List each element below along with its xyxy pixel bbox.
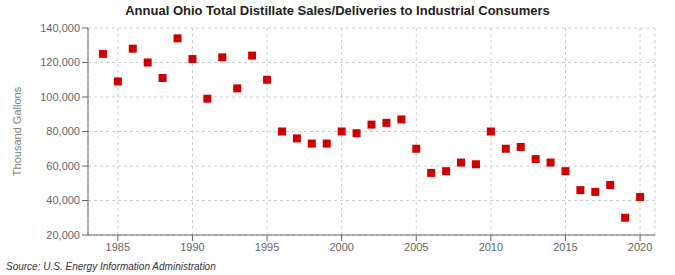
svg-text:80,000: 80,000: [46, 125, 80, 137]
svg-text:1985: 1985: [106, 241, 130, 253]
html-text:Annual Ohio Total Distillate S: Annual Ohio Total Distillate Sales/Deliv…: [125, 3, 550, 18]
svg-text:2005: 2005: [404, 241, 428, 253]
svg-text:100,000: 100,000: [40, 91, 80, 103]
svg-text:2015: 2015: [553, 241, 577, 253]
svg-text:20,000: 20,000: [46, 229, 80, 241]
svg-text:60,000: 60,000: [46, 160, 80, 172]
html-text:Source: U.S. Energy Informatio: Source: U.S. Energy Information Administ…: [6, 261, 216, 272]
svg-text:1990: 1990: [180, 241, 204, 253]
svg-text:40,000: 40,000: [46, 194, 80, 206]
svg-text:1995: 1995: [255, 241, 279, 253]
svg-text:2020: 2020: [628, 241, 652, 253]
svg-text:2010: 2010: [479, 241, 503, 253]
svg-text:2000: 2000: [329, 241, 353, 253]
svg-text:140,000: 140,000: [40, 22, 80, 34]
svg-text:120,000: 120,000: [40, 56, 80, 68]
svg-text:Thousand Gallons: Thousand Gallons: [11, 86, 23, 176]
